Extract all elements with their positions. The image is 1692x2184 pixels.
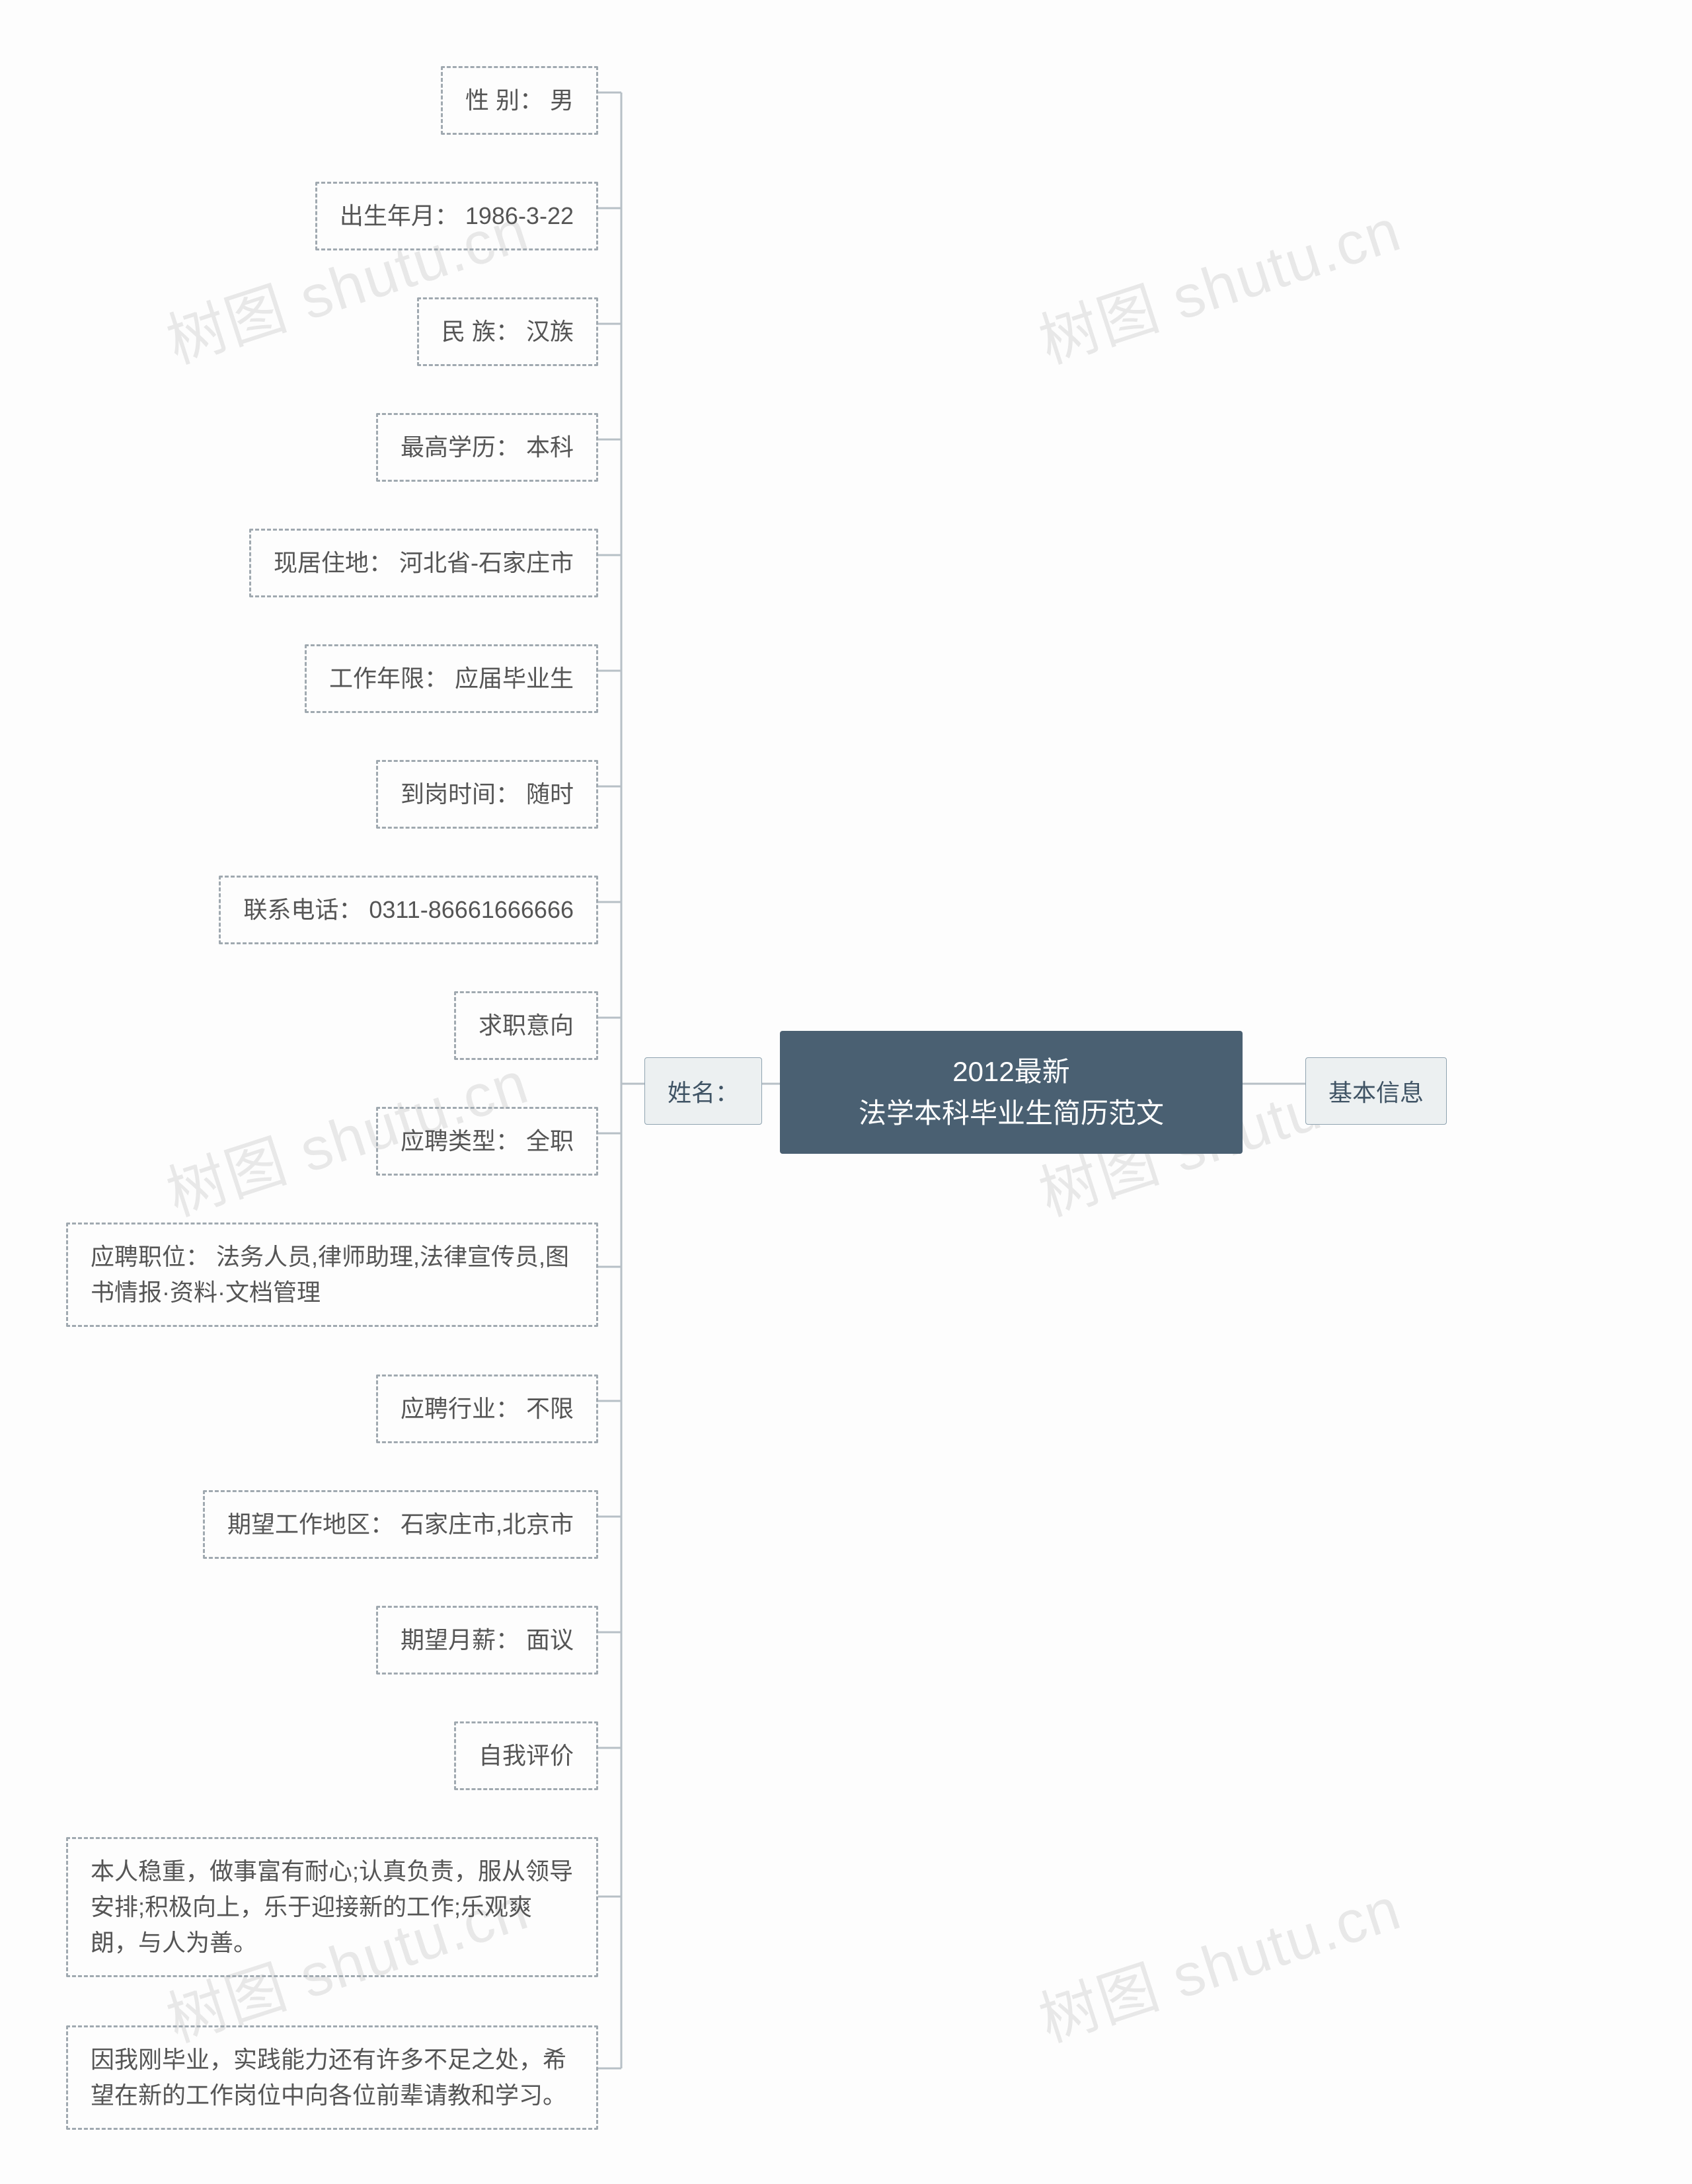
child-label: 应聘职位： 法务人员,律师助理,法律宣传员,图书情报·资料·文档管理 xyxy=(91,1239,574,1310)
child-availability[interactable]: 到岗时间： 随时 xyxy=(376,760,598,829)
child-label: 期望月薪： 面议 xyxy=(401,1622,574,1658)
watermark: 树图 shutu.cn xyxy=(1027,182,1410,380)
child-self-desc-1[interactable]: 本人稳重，做事富有耐心;认真负责，服从领导安排;积极向上，乐于迎接新的工作;乐观… xyxy=(66,1837,598,1977)
child-label: 工作年限： 应届毕业生 xyxy=(329,661,574,697)
child-education[interactable]: 最高学历： 本科 xyxy=(376,413,598,482)
central-node[interactable]: 2012最新 法学本科毕业生简历范文 xyxy=(780,1031,1243,1154)
child-self-eval[interactable]: 自我评价 xyxy=(454,1721,598,1790)
watermark: 树图 shutu.cn xyxy=(1027,1861,1410,2058)
child-label: 性 别： 男 xyxy=(465,83,574,118)
child-label: 应聘类型： 全职 xyxy=(401,1123,574,1159)
child-label: 现居住地： 河北省-石家庄市 xyxy=(274,545,574,581)
child-residence[interactable]: 现居住地： 河北省-石家庄市 xyxy=(249,529,598,597)
child-label: 期望工作地区： 石家庄市,北京市 xyxy=(227,1507,574,1542)
child-label: 因我刚毕业，实践能力还有许多不足之处，希望在新的工作岗位中向各位前辈请教和学习。 xyxy=(91,2042,574,2113)
right-node-label: 基本信息 xyxy=(1328,1074,1424,1108)
child-gender[interactable]: 性 别： 男 xyxy=(441,66,598,135)
child-label: 自我评价 xyxy=(479,1738,574,1774)
child-label: 求职意向 xyxy=(479,1008,574,1043)
child-label: 最高学历： 本科 xyxy=(401,430,574,465)
child-ethnicity[interactable]: 民 族： 汉族 xyxy=(417,297,598,366)
left-hub-label: 姓名： xyxy=(668,1074,739,1108)
child-label: 应聘行业： 不限 xyxy=(401,1391,574,1427)
child-label: 出生年月： 1986-3-22 xyxy=(340,198,574,234)
child-phone[interactable]: 联系电话： 0311-86661666666 xyxy=(219,876,598,944)
child-apply-type[interactable]: 应聘类型： 全职 xyxy=(376,1107,598,1176)
central-line2: 法学本科毕业生简历范文 xyxy=(859,1092,1164,1134)
child-label: 到岗时间： 随时 xyxy=(401,776,574,812)
child-label: 本人稳重，做事富有耐心;认真负责，服从领导安排;积极向上，乐于迎接新的工作;乐观… xyxy=(91,1854,574,1961)
right-node-basic-info[interactable]: 基本信息 xyxy=(1305,1057,1447,1125)
child-apply-position[interactable]: 应聘职位： 法务人员,律师助理,法律宣传员,图书情报·资料·文档管理 xyxy=(66,1223,598,1327)
child-apply-industry[interactable]: 应聘行业： 不限 xyxy=(376,1374,598,1443)
child-self-desc-2[interactable]: 因我刚毕业，实践能力还有许多不足之处，希望在新的工作岗位中向各位前辈请教和学习。 xyxy=(66,2025,598,2130)
child-expect-area[interactable]: 期望工作地区： 石家庄市,北京市 xyxy=(203,1490,598,1559)
child-job-intention[interactable]: 求职意向 xyxy=(454,991,598,1060)
left-hub-name[interactable]: 姓名： xyxy=(644,1057,762,1125)
child-label: 民 族： 汉族 xyxy=(442,314,574,350)
child-work-years[interactable]: 工作年限： 应届毕业生 xyxy=(305,644,598,713)
child-expect-salary[interactable]: 期望月薪： 面议 xyxy=(376,1606,598,1675)
central-line1: 2012最新 xyxy=(859,1051,1164,1092)
child-label: 联系电话： 0311-86661666666 xyxy=(243,892,574,928)
child-birthdate[interactable]: 出生年月： 1986-3-22 xyxy=(315,182,598,250)
